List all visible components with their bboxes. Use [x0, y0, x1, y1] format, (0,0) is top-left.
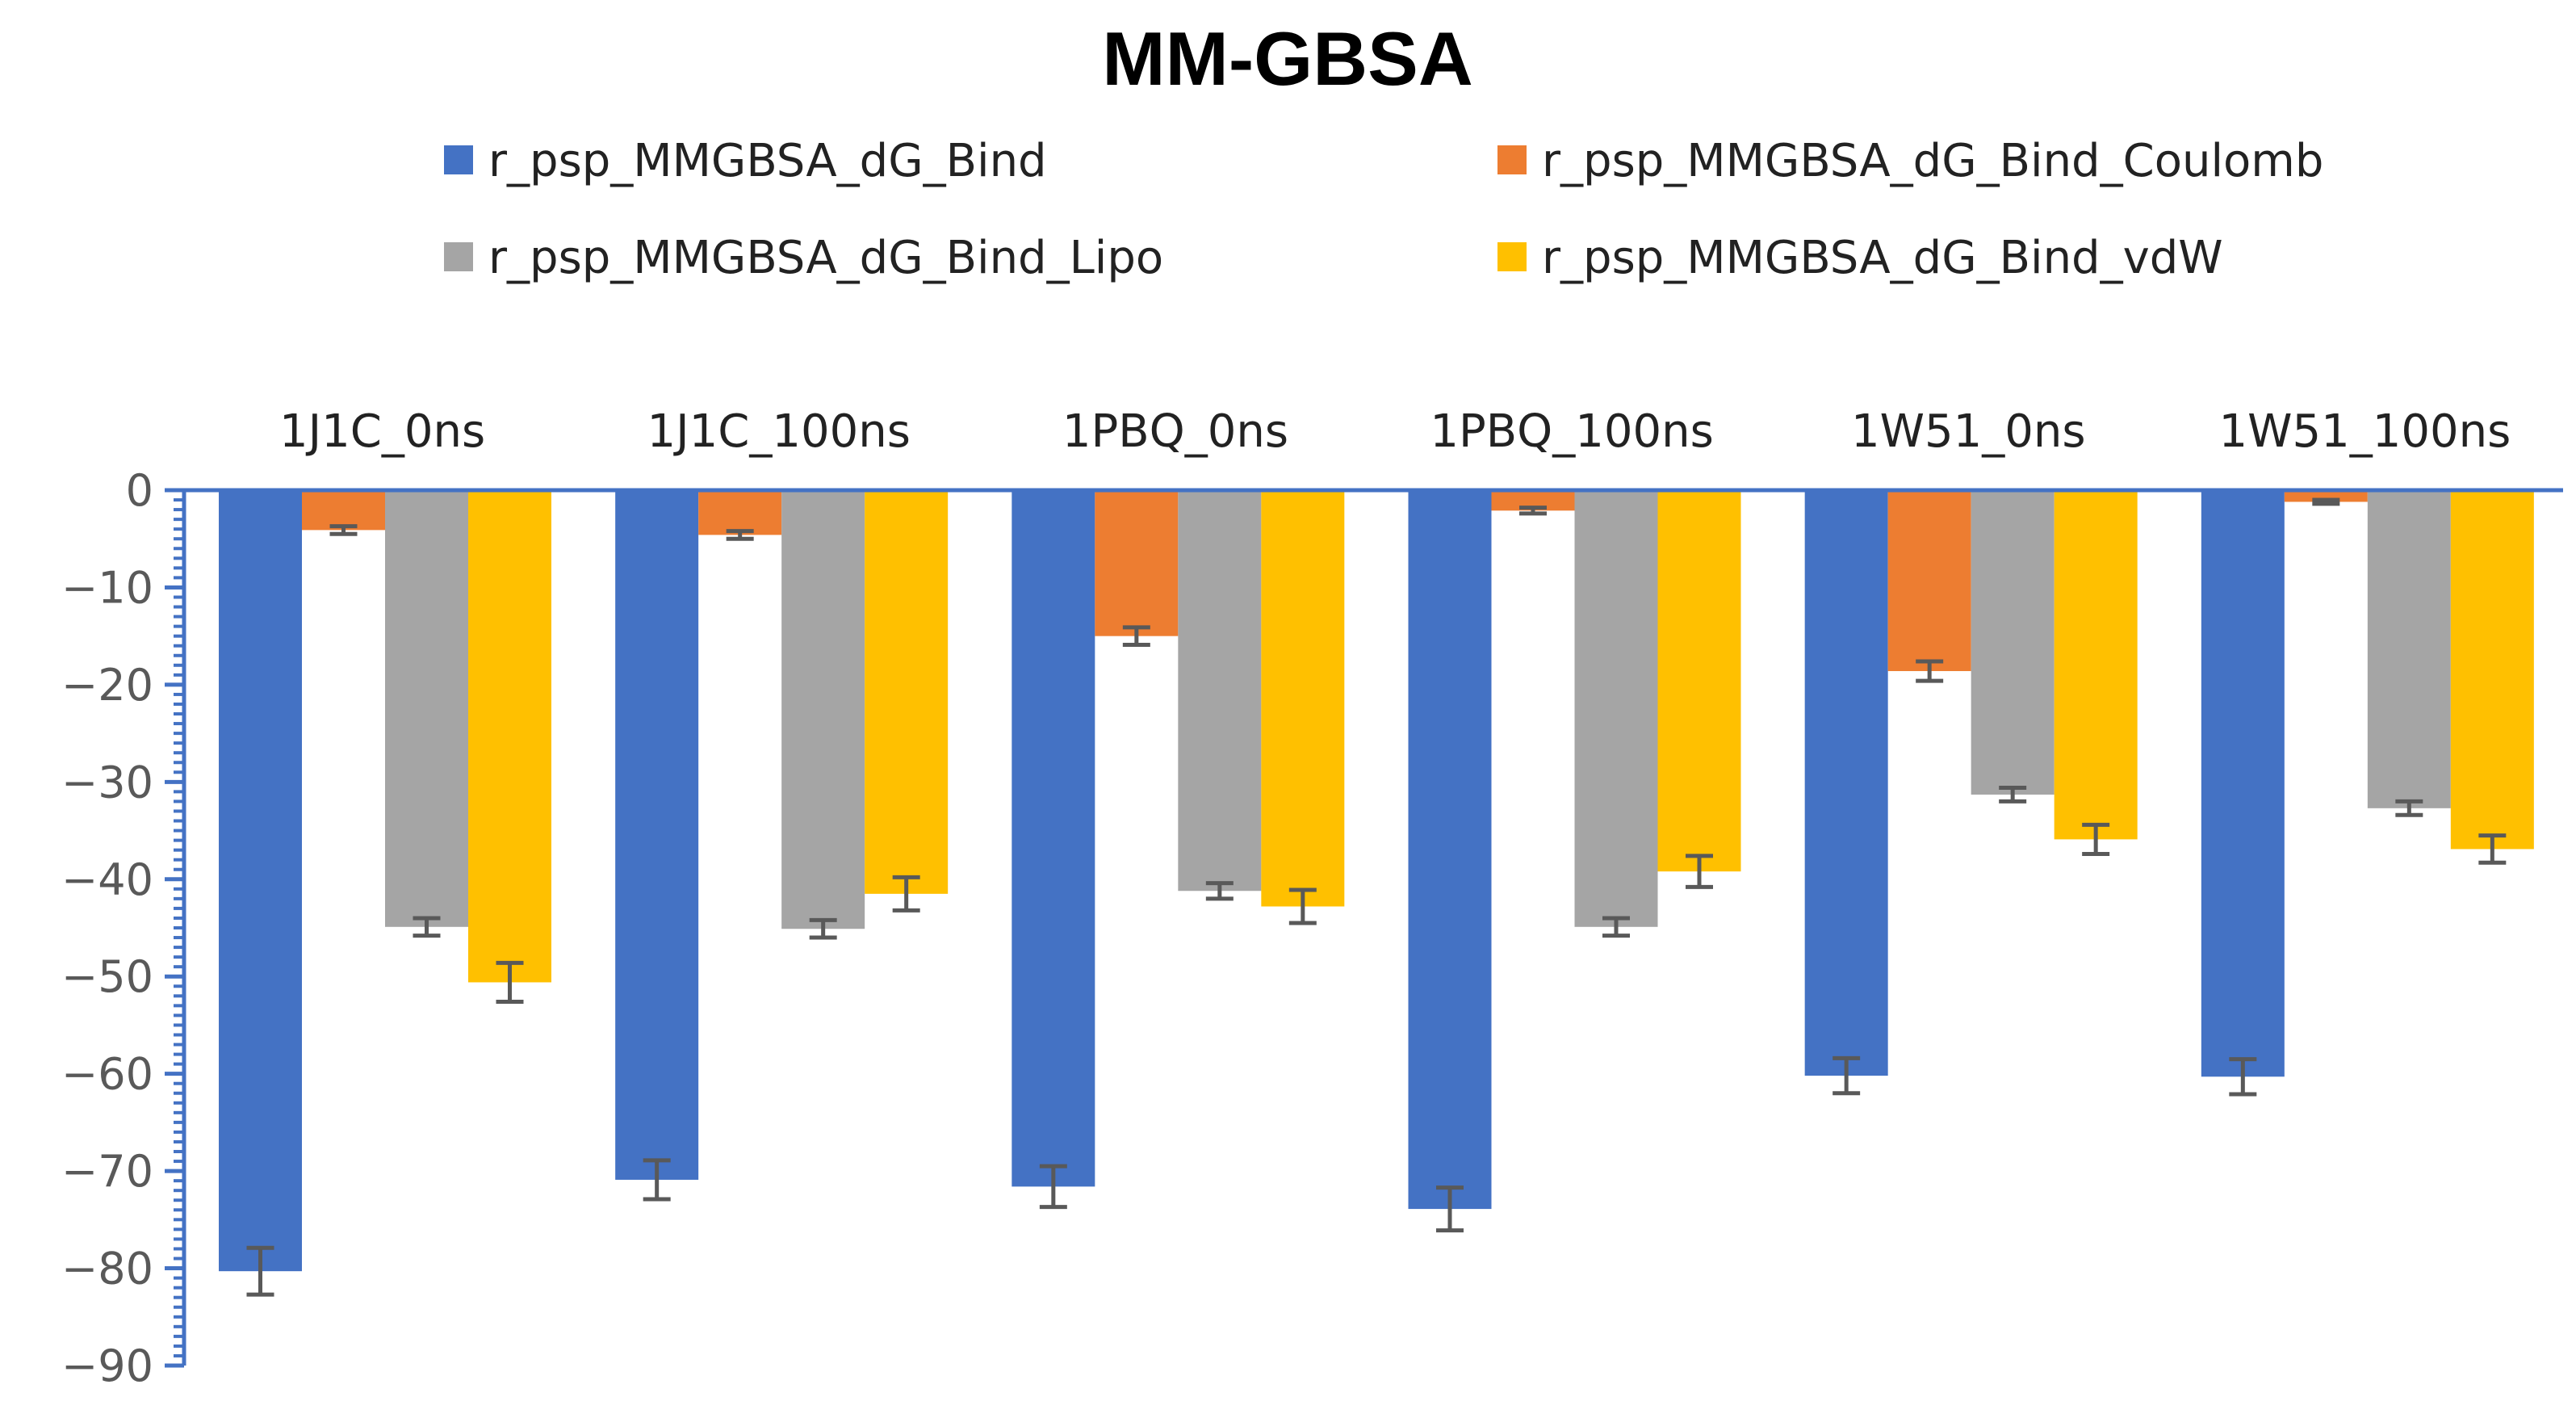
legend-label-vdw: r_psp_MMGBSA_dG_Bind_vdW — [1542, 232, 2223, 284]
y-tick-label: −10 — [61, 562, 153, 613]
bar-2-3 — [1574, 490, 1658, 927]
errorbar-1-5 — [2312, 497, 2340, 506]
errorbar-2-4 — [1999, 786, 2027, 804]
bar-1-5 — [2284, 490, 2368, 502]
legend-item-lipo: r_psp_MMGBSA_dG_Bind_Lipo — [444, 232, 1163, 284]
errorbar-1-3 — [1519, 506, 1547, 516]
legend-swatch-vdw — [1497, 242, 1527, 271]
legend-swatch-coulomb — [1497, 145, 1527, 174]
legend: r_psp_MMGBSA_dG_Bind r_psp_MMGBSA_dG_Bin… — [444, 135, 2323, 284]
errorbar-3-5 — [2478, 833, 2507, 865]
errorbar-3-2 — [1288, 887, 1317, 925]
bar-0-4 — [1804, 490, 1888, 1076]
category-label-1: 1J1C_100ns — [647, 405, 911, 458]
errorbar-0-4 — [1833, 1055, 1861, 1096]
bar-2-2 — [1178, 490, 1262, 892]
bar-2-0 — [385, 490, 468, 927]
y-tick-label: −40 — [61, 854, 153, 905]
legend-item-vdw: r_psp_MMGBSA_dG_Bind_vdW — [1497, 232, 2223, 284]
bar-2-1 — [781, 490, 865, 929]
y-tick-label: −20 — [61, 660, 153, 711]
y-tick-label: −70 — [61, 1146, 153, 1197]
category-label-3: 1PBQ_100ns — [1430, 405, 1713, 458]
errorbar-2-2 — [1205, 881, 1234, 901]
errorbar-1-0 — [329, 524, 358, 536]
legend-item-coulomb: r_psp_MMGBSA_dG_Bind_Coulomb — [1497, 135, 2323, 187]
errorbar-3-0 — [496, 960, 524, 1005]
errorbar-0-2 — [1039, 1164, 1067, 1210]
bar-3-5 — [2450, 490, 2534, 850]
errorbar-0-0 — [246, 1245, 274, 1297]
legend-label-lipo: r_psp_MMGBSA_dG_Bind_Lipo — [488, 232, 1163, 284]
bar-3-2 — [1261, 490, 1345, 907]
errorbar-3-1 — [892, 875, 920, 913]
y-tick-label: −80 — [61, 1244, 153, 1294]
bar-3-4 — [2054, 490, 2138, 840]
y-tick-label: −90 — [61, 1341, 153, 1391]
legend-label-coulomb: r_psp_MMGBSA_dG_Bind_Coulomb — [1542, 135, 2323, 187]
bar-0-0 — [219, 490, 302, 1272]
category-label-5: 1W51_100ns — [2219, 405, 2511, 458]
series-1 — [302, 490, 2368, 683]
series-2 — [385, 490, 2451, 940]
errorbar-2-5 — [2395, 799, 2423, 817]
errorbar-3-3 — [1686, 854, 1713, 889]
y-tick-label: 0 — [126, 465, 153, 516]
category-label-0: 1J1C_0ns — [279, 405, 485, 458]
errorbar-2-3 — [1602, 916, 1630, 938]
errorbar-1-1 — [726, 529, 754, 541]
legend-item-dg-bind: r_psp_MMGBSA_dG_Bind — [444, 135, 1047, 187]
errorbar-3-4 — [2082, 822, 2110, 856]
chart-title: MM-GBSA — [1102, 16, 1473, 101]
bar-1-2 — [1095, 490, 1179, 636]
bar-0-3 — [1408, 490, 1492, 1210]
bar-1-4 — [1887, 490, 1971, 672]
category-label-4: 1W51_0ns — [1851, 405, 2086, 458]
bar-3-0 — [468, 490, 551, 983]
legend-label-dg-bind: r_psp_MMGBSA_dG_Bind — [488, 135, 1047, 187]
plot-area: 0 −10 −20 −30 −40 −50 −60 −70 −80 −90 1J1C_0ns 1J1C… — [61, 405, 2563, 1391]
bar-0-1 — [615, 490, 699, 1180]
legend-swatch-dg-bind — [444, 145, 473, 174]
errorbar-1-2 — [1122, 625, 1150, 648]
series-3 — [468, 490, 2534, 1005]
bar-3-1 — [865, 490, 949, 894]
bar-0-5 — [2201, 490, 2285, 1077]
errorbar-0-3 — [1436, 1185, 1464, 1233]
errorbar-2-0 — [413, 916, 441, 938]
errorbar-0-1 — [643, 1158, 671, 1202]
bar-1-1 — [698, 490, 782, 535]
bar-2-5 — [2367, 490, 2451, 808]
bar-1-0 — [302, 490, 385, 531]
bar-0-2 — [1012, 490, 1095, 1187]
y-tick-label: −30 — [61, 757, 153, 808]
errorbar-2-1 — [809, 917, 837, 940]
legend-swatch-lipo — [444, 242, 473, 271]
y-tick-label: −60 — [61, 1049, 153, 1100]
series-0 — [219, 490, 2285, 1297]
bar-2-4 — [1971, 490, 2055, 795]
y-tick-label: −50 — [61, 951, 153, 1002]
errorbar-1-4 — [1916, 659, 1944, 683]
errorbar-0-5 — [2229, 1057, 2257, 1097]
category-label-2: 1PBQ_0ns — [1062, 405, 1288, 458]
bar-3-3 — [1657, 490, 1741, 872]
